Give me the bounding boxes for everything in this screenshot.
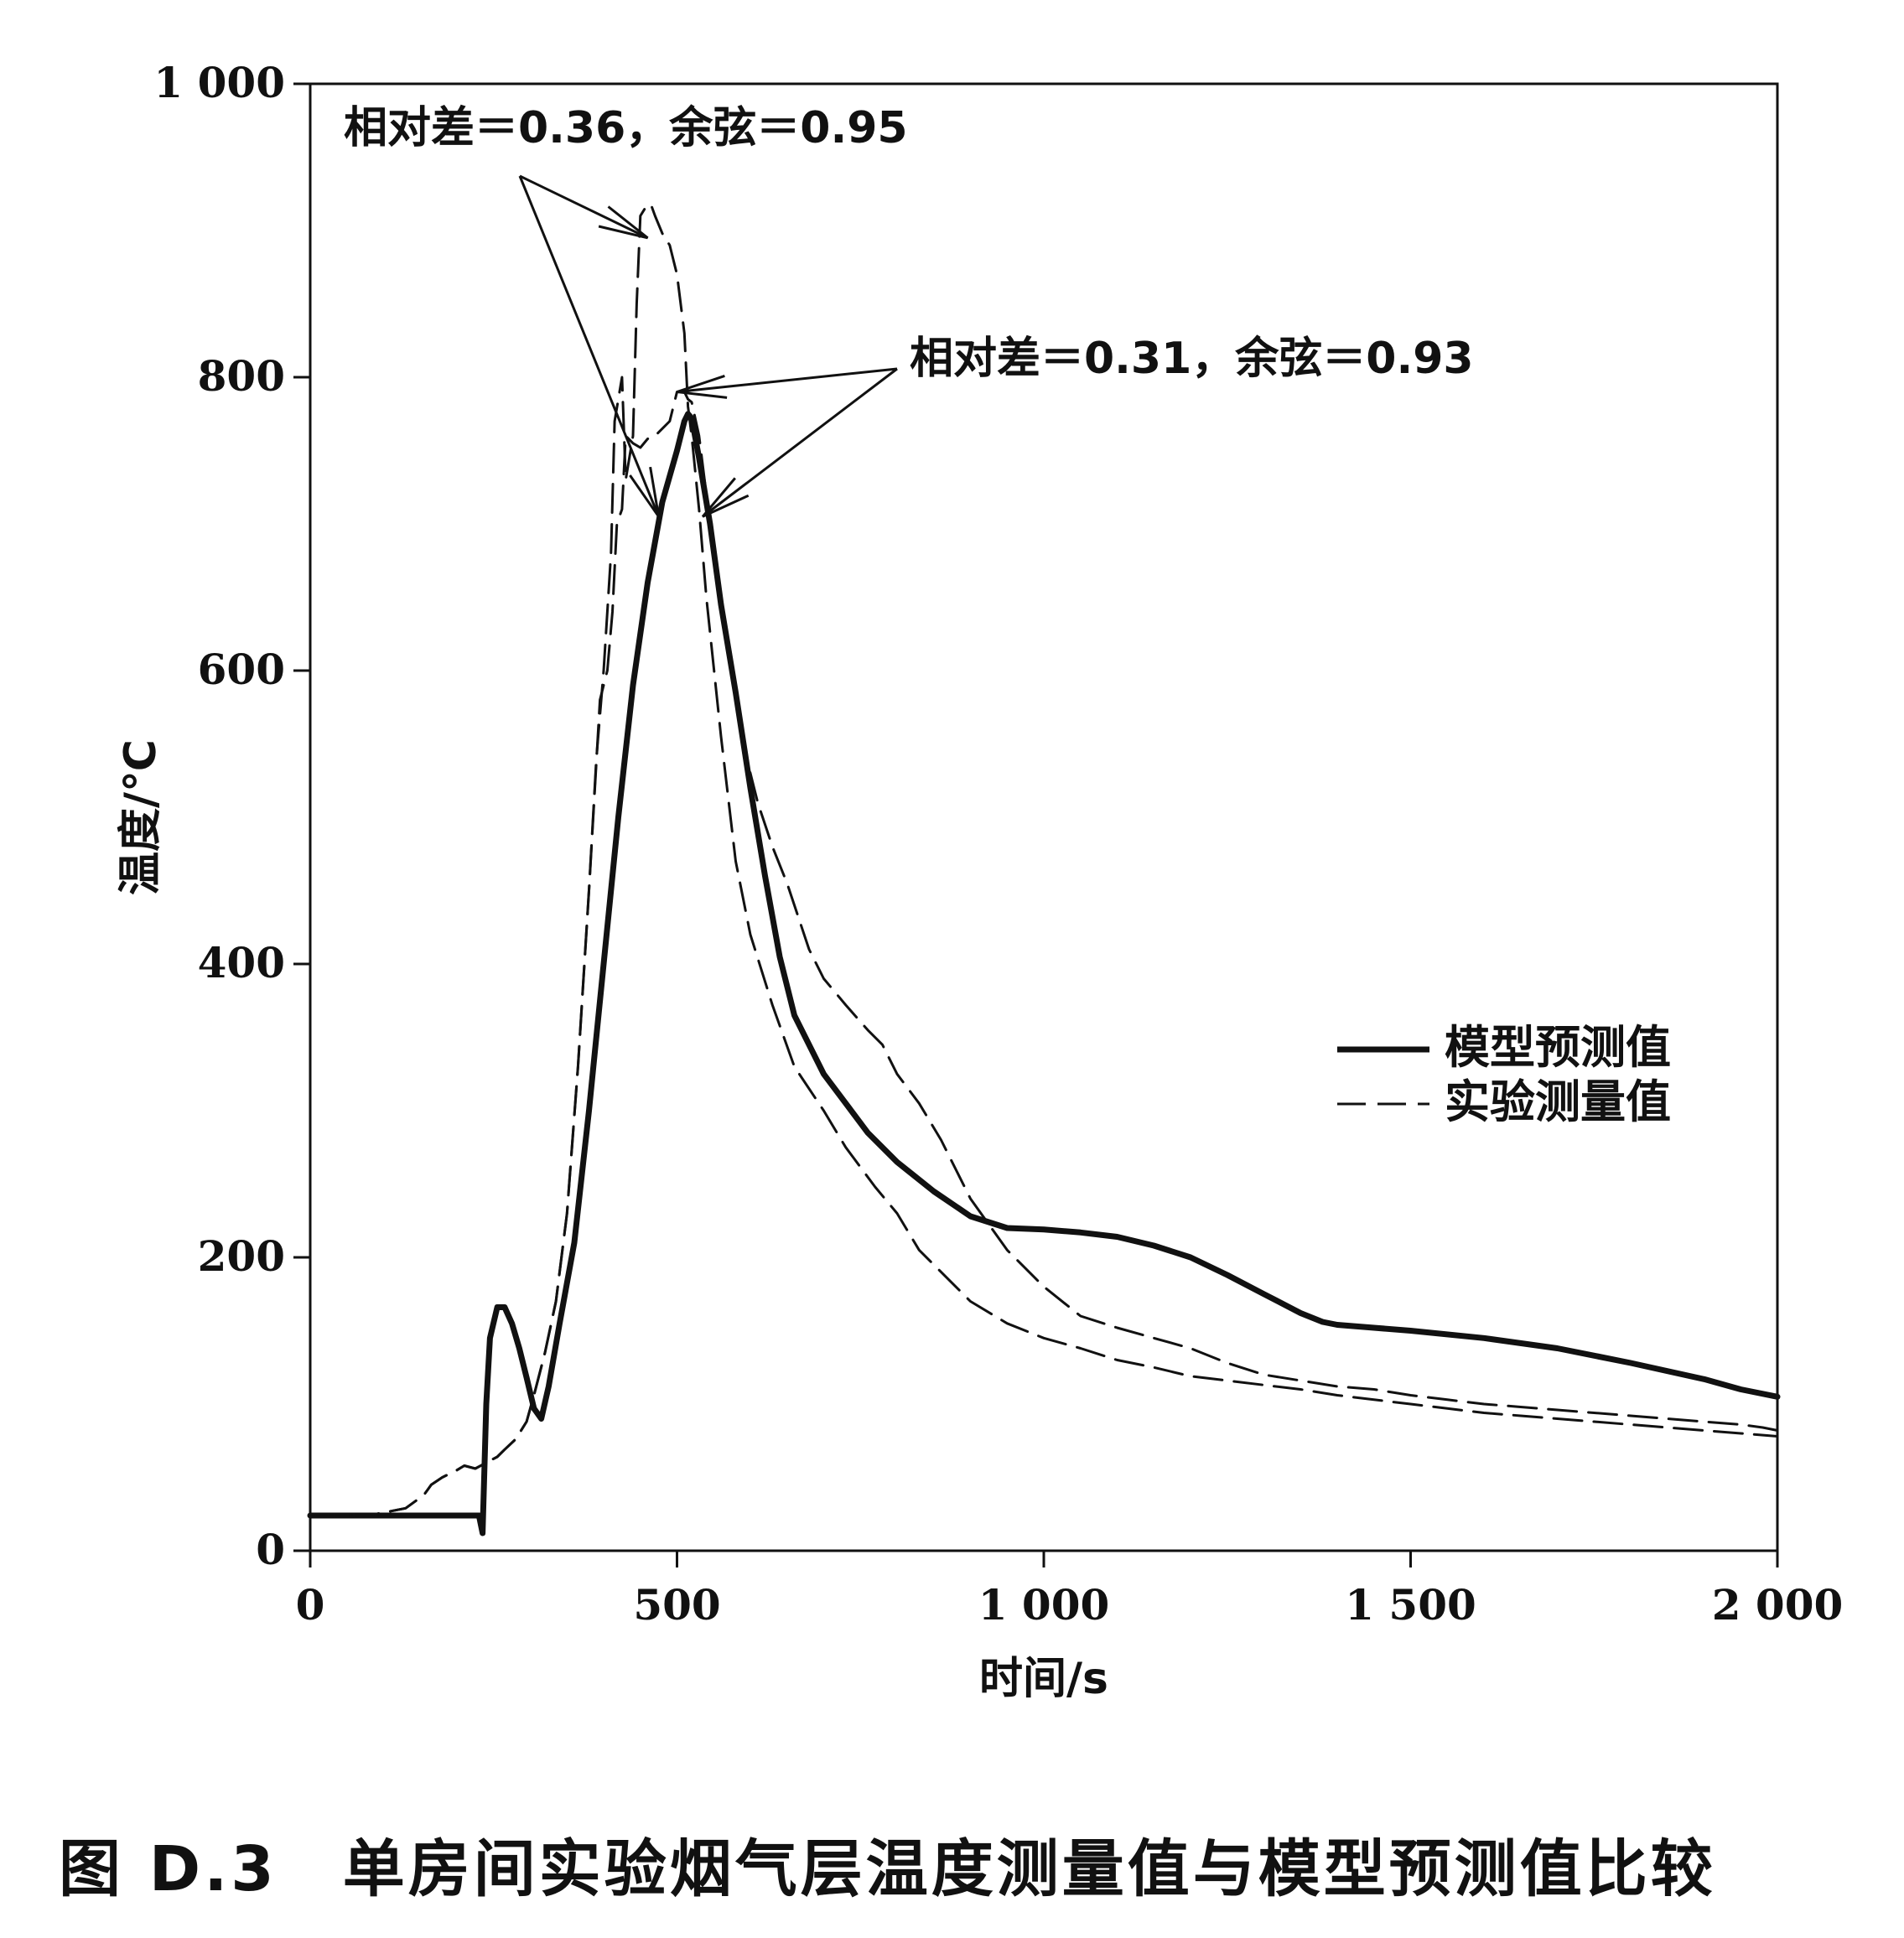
plot-frame bbox=[309, 82, 1779, 1552]
annotation-arrow-head bbox=[677, 374, 728, 399]
chart: 0 200 400 600 800 1 000 0 500 1 000 1 500 2 000 时间/… bbox=[116, 58, 1844, 1704]
y-tick-label: 0 bbox=[256, 1525, 285, 1574]
x-axis-label: 时间/s bbox=[979, 1654, 1108, 1704]
y-axis-label: 温度/℃ bbox=[116, 739, 166, 895]
annotation-arrow-head bbox=[629, 466, 661, 518]
y-tick-label: 1 000 bbox=[153, 58, 285, 107]
x-tick-label: 500 bbox=[633, 1580, 720, 1630]
annotation-arrow-head bbox=[598, 205, 649, 240]
legend-label: 模型预测值 bbox=[1445, 1021, 1671, 1074]
y-tick-label: 400 bbox=[198, 938, 285, 987]
annotation-arrow-line bbox=[702, 367, 898, 518]
y-tick-label: 800 bbox=[198, 351, 285, 401]
legend-label: 实验测量值 bbox=[1445, 1075, 1671, 1128]
x-tick-label: 2 000 bbox=[1712, 1580, 1844, 1630]
y-tick-label: 200 bbox=[198, 1231, 285, 1281]
series-line-2 bbox=[309, 203, 1779, 1519]
x-tick-label: 1 500 bbox=[1345, 1580, 1476, 1630]
x-tick-label: 1 000 bbox=[978, 1580, 1110, 1630]
annotation-arrow-line bbox=[677, 367, 898, 393]
annotation-arrow-line bbox=[518, 175, 661, 517]
annotation-label: 相对差＝0.36，余弦＝0.95 bbox=[344, 103, 908, 153]
figure-caption: 图 D.3 单房间实验烟气层温度测量值与模型预测值比较 bbox=[59, 1833, 1716, 1905]
y-tick-label: 600 bbox=[198, 645, 285, 694]
annotation-label: 相对差＝0.31，余弦＝0.93 bbox=[910, 334, 1474, 384]
annotation-arrow-line bbox=[519, 174, 649, 240]
series-line-0 bbox=[307, 411, 1781, 1536]
annotation-arrow-head bbox=[701, 477, 750, 518]
chart-svg: 0 200 400 600 800 1 000 0 500 1 000 1 500 2 000 时间/… bbox=[116, 58, 1844, 1704]
x-tick-label: 0 bbox=[296, 1580, 325, 1630]
